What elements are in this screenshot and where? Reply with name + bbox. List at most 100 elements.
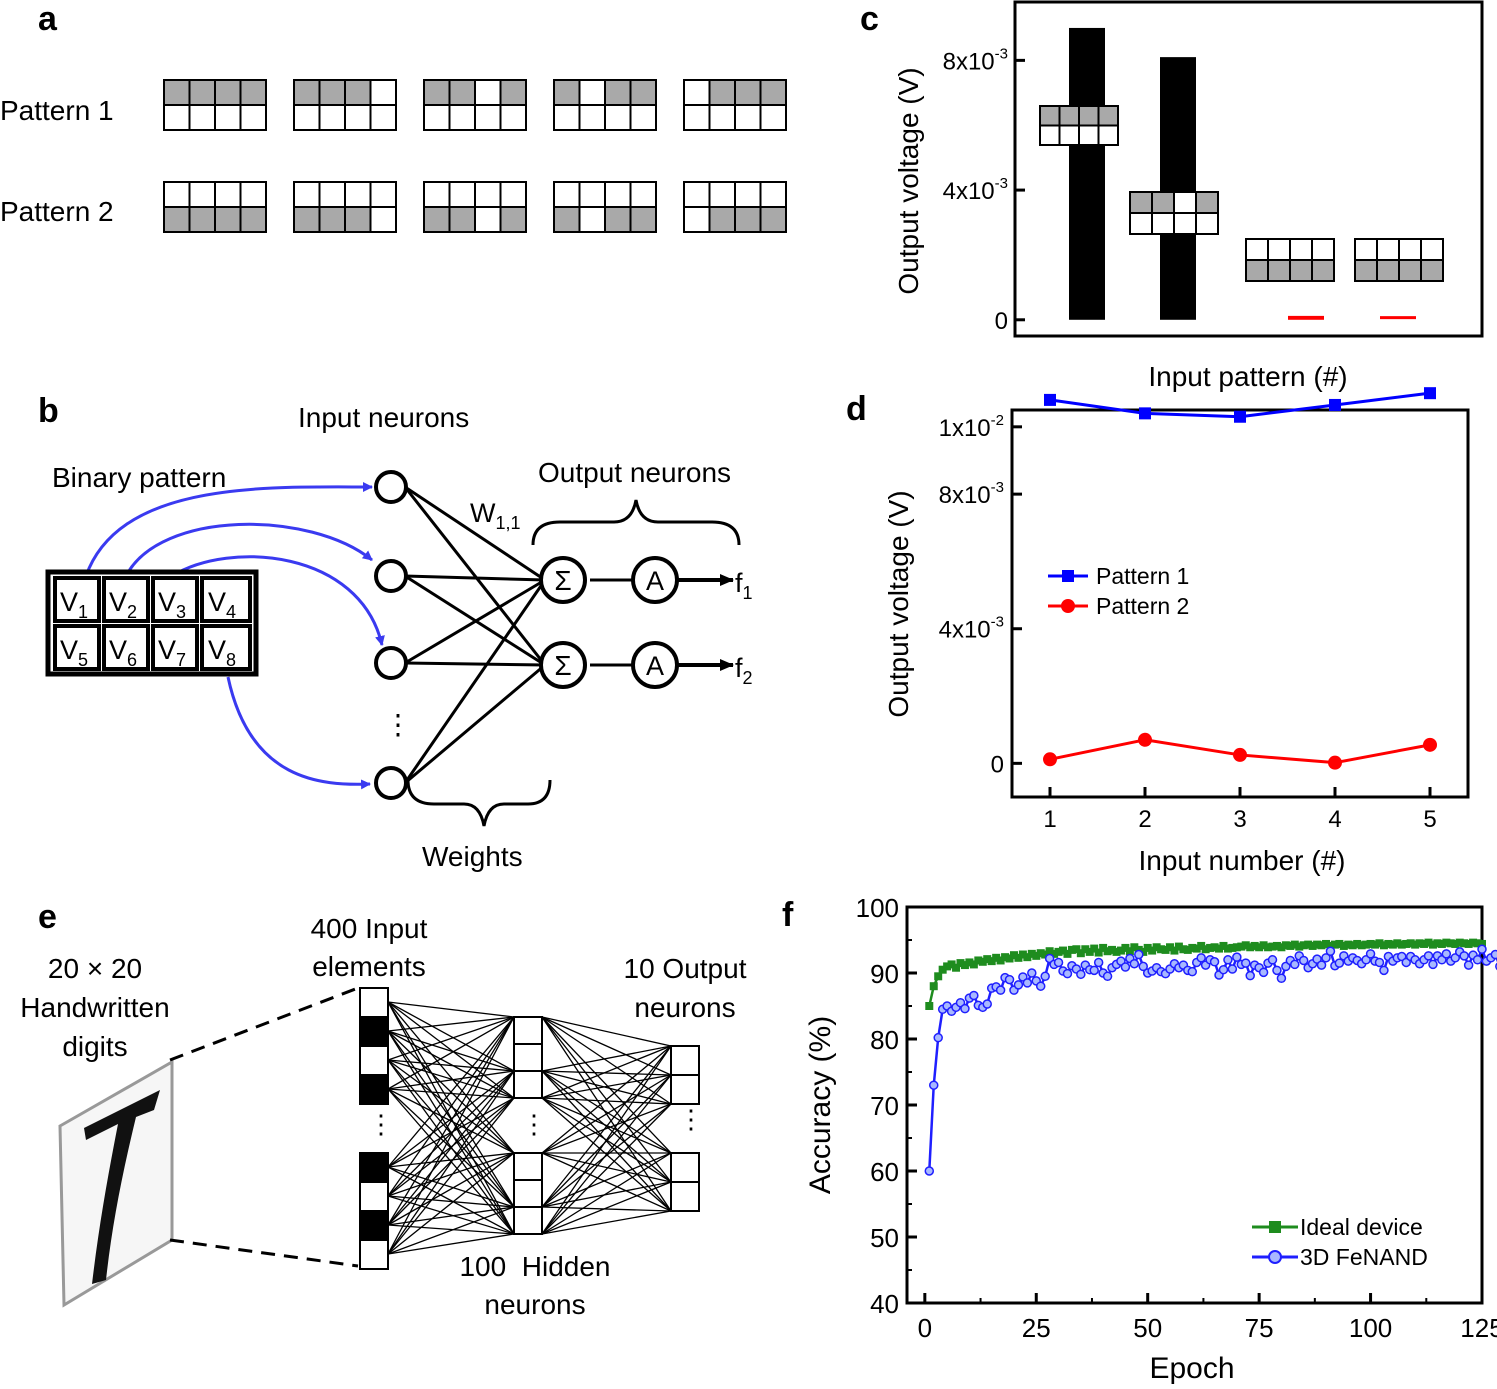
data-point: [1437, 939, 1446, 948]
pattern-cell: [214, 181, 242, 208]
pattern-cell: [369, 181, 397, 208]
data-point: [1424, 387, 1436, 400]
data-point: [1290, 959, 1300, 970]
pattern1-row-label: Pattern 1: [0, 95, 114, 126]
data-point: [1424, 938, 1433, 947]
panel-c-frame: [1013, 0, 1484, 338]
pattern-cell: [683, 79, 711, 106]
data-point: [1129, 959, 1140, 969]
data-point: [1040, 971, 1050, 982]
input-hidden-connection: [387, 1166, 515, 1235]
pattern-cell: [239, 181, 267, 208]
pattern-cell: [423, 79, 451, 106]
binary-pattern-label: Binary pattern: [52, 462, 226, 493]
sum-node-1: [539, 556, 587, 604]
legend-pattern1-label: Pattern 1: [1096, 563, 1189, 589]
x-tick-label: 25: [1022, 1313, 1051, 1343]
data-point: [1357, 941, 1366, 950]
binary-pattern-cells: [53, 576, 252, 671]
output-neuron: [670, 1045, 700, 1076]
input-layer-ellipsis: ⋮: [368, 1109, 394, 1139]
data-point: [1321, 939, 1330, 948]
data-point: [1043, 752, 1057, 767]
input-elements-label-2: elements: [312, 951, 426, 982]
data-point: [1459, 951, 1469, 961]
weights-brace: [406, 779, 552, 827]
pattern-cell: [239, 104, 267, 131]
data-point: [1188, 943, 1197, 952]
panel-f-xlabel: Epoch: [1149, 1352, 1234, 1385]
pattern-cell: [448, 79, 476, 106]
pattern-cell: [1289, 259, 1313, 282]
pattern-cell: [369, 206, 397, 233]
data-point: [1085, 947, 1094, 956]
y-tick-label: 4x10-3: [943, 175, 1008, 205]
data-point: [1321, 953, 1331, 963]
input-element: [359, 1210, 389, 1241]
data-point: [1374, 957, 1385, 968]
data-point: [1423, 737, 1437, 752]
pattern-cell: [1195, 191, 1219, 214]
data-point: [1139, 407, 1151, 420]
blue-arrow-v3: [171, 555, 385, 646]
digit-label-line-1: 20 × 20: [48, 953, 142, 984]
data-point: [1237, 942, 1246, 951]
input-hidden-connection: [387, 1152, 515, 1226]
pattern-cell: [734, 181, 762, 208]
input-elements-label-1: 400 Input: [311, 913, 428, 944]
data-point: [992, 953, 1001, 962]
pattern2-row-label: Pattern 2: [0, 196, 114, 227]
pattern-cell: [369, 79, 397, 106]
panel-c-ylabel: Output voltage (V): [893, 67, 924, 294]
y-tick-label: 90: [870, 959, 899, 989]
hidden-output-connection: [541, 1045, 672, 1072]
input-element: [359, 1152, 389, 1183]
pattern2-grid-1: [163, 181, 267, 233]
pattern-cell: [423, 104, 451, 131]
data-point: [1313, 940, 1322, 949]
data-point: [1299, 941, 1308, 950]
data-point: [1209, 957, 1220, 967]
pattern-cell: [188, 79, 216, 106]
pattern-cell: [318, 104, 346, 131]
data-point: [1281, 941, 1290, 950]
data-point: [1014, 953, 1023, 962]
hidden-output-connection: [541, 1070, 672, 1105]
pattern-cell: [293, 79, 321, 106]
pattern-cell: [604, 79, 632, 106]
data-point: [1227, 964, 1238, 974]
data-point: [1022, 978, 1033, 988]
pattern-cell: [1058, 105, 1080, 127]
output-neurons-brace: [531, 499, 741, 546]
data-point: [1384, 939, 1393, 948]
data-point: [1411, 940, 1420, 949]
y-tick-label: 40: [870, 1289, 899, 1319]
cell-v7: V7: [158, 635, 186, 670]
data-point: [1143, 943, 1152, 952]
bar-3: [1288, 315, 1324, 320]
panel-f-letter: f: [782, 896, 794, 934]
sum-symbol-2: Σ: [554, 650, 571, 681]
pattern-cell: [1078, 105, 1100, 127]
data-point: [1161, 945, 1170, 954]
digit-label-line-2: Handwritten: [20, 992, 169, 1023]
panel-f-axes: 40 50 60 70 80 90 100 0 25 50 75 100 125: [856, 893, 1497, 1343]
pattern-cell: [1354, 259, 1378, 282]
input-hidden-connection: [387, 1195, 515, 1208]
output-neuron: [670, 1074, 700, 1105]
legend-pattern1-marker: [1062, 570, 1074, 582]
data-point: [969, 990, 979, 1001]
data-point: [1245, 970, 1255, 981]
output-layer-ellipsis: ⋮: [678, 1104, 704, 1134]
input-element: [359, 1016, 389, 1047]
pattern-cell: [499, 104, 527, 131]
input-hidden-connection: [387, 1001, 515, 1072]
data-point: [1223, 955, 1233, 965]
data-point: [1045, 947, 1054, 956]
panel-c-letter: c: [860, 0, 879, 38]
pattern-cell: [318, 206, 346, 233]
pattern-cell: [734, 206, 762, 233]
data-point: [1268, 942, 1277, 951]
weight-w11-label: W1,1: [470, 498, 521, 533]
